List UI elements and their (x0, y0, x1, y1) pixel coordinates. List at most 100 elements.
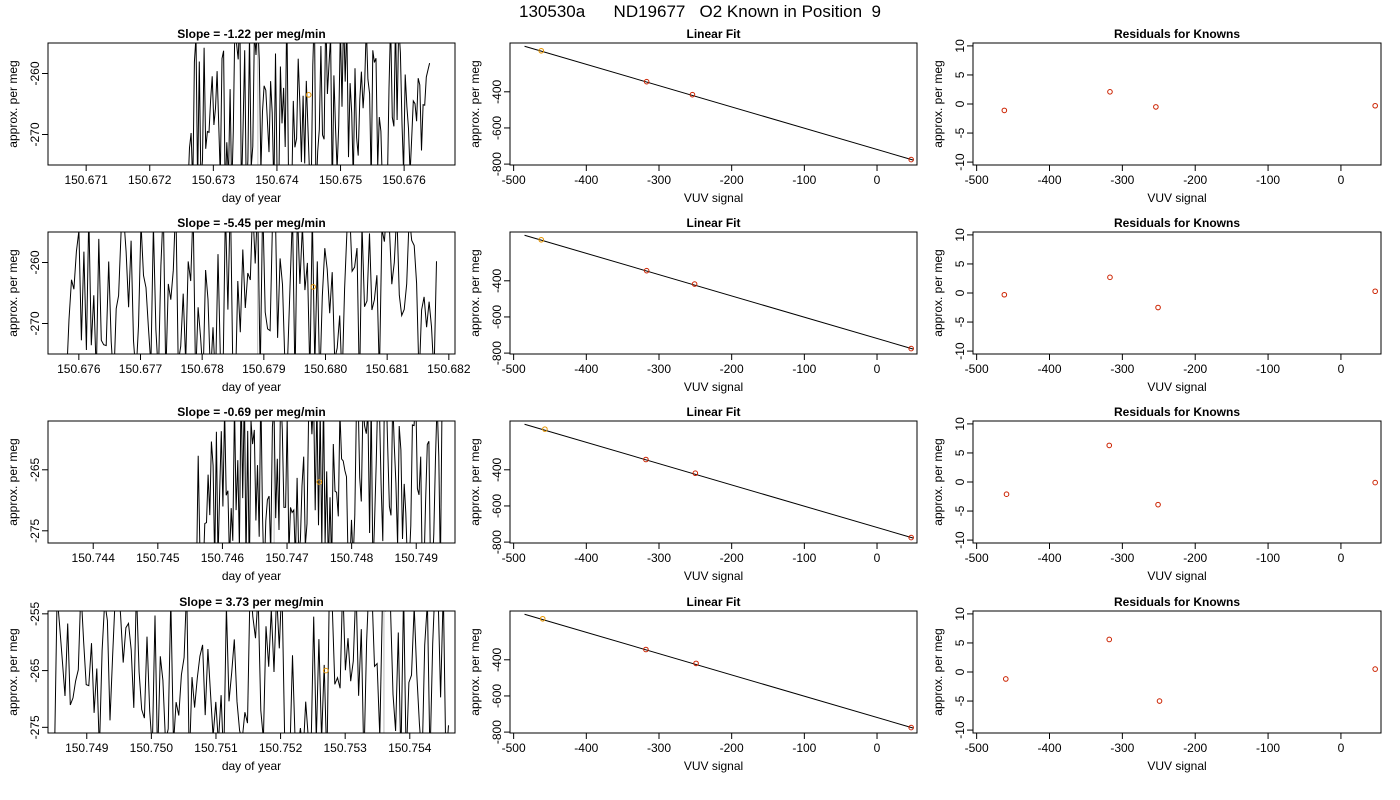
x-tick-label: -200 (720, 362, 744, 376)
y-tick-label: -270 (28, 311, 42, 335)
x-tick-label: -300 (647, 173, 671, 187)
x-tick-label: -500 (502, 551, 526, 565)
data-point (1372, 102, 1378, 109)
x-tick-label: -200 (720, 741, 744, 755)
y-axis-label: approx. per meg (6, 60, 20, 147)
x-tick-label: 150.681 (365, 362, 409, 376)
mean-point (305, 92, 312, 98)
x-tick-label: -300 (1110, 741, 1134, 755)
y-axis-label: approx. per meg (468, 60, 482, 147)
y-tick-label: -260 (28, 250, 42, 274)
y-tick-label: -600 (490, 684, 504, 708)
x-tick-label: -500 (965, 741, 989, 755)
data-point (908, 345, 914, 352)
panel-title: Linear Fit (686, 405, 740, 419)
fit-line (524, 613, 914, 729)
fit-line (524, 423, 914, 539)
panel-title: Residuals for Knowns (1114, 405, 1240, 419)
x-tick-label: 150.752 (259, 741, 303, 755)
data-point (908, 724, 914, 731)
data-point (1156, 698, 1163, 704)
y-axis-label: approx. per meg (6, 249, 20, 336)
plot-frame (509, 42, 918, 166)
y-tick-label: -275 (28, 715, 42, 739)
data-point (689, 91, 696, 98)
y-tick-label: 5 (953, 449, 967, 456)
y-axis-label: approx. per meg (931, 60, 945, 147)
plot-frame (47, 610, 456, 734)
data-point (1107, 274, 1113, 281)
y-axis-label: approx. per meg (6, 628, 20, 715)
data-point (643, 78, 650, 85)
figure-title: 130530a ND19677 O2 Known in Position 9 (519, 2, 881, 21)
y-tick-label: -400 (490, 457, 504, 481)
y-tick-label: 10 (953, 228, 967, 242)
y-tick-label: -10 (953, 342, 967, 360)
x-tick-label: -300 (1110, 173, 1134, 187)
x-tick-label: -300 (647, 362, 671, 376)
panel-r4-c2: Linear Fit -500 -400 -300 -200 -100 0 -400 -600 -… (468, 595, 918, 773)
x-tick-label: 150.678 (180, 362, 224, 376)
x-tick-label: -300 (1110, 362, 1134, 376)
x-tick-label: -500 (965, 362, 989, 376)
x-tick-label: -400 (1037, 741, 1061, 755)
y-tick-label: 5 (953, 639, 967, 646)
y-tick-label: -600 (490, 305, 504, 329)
y-tick-label: -260 (28, 61, 42, 85)
panel-title: Linear Fit (686, 27, 740, 41)
x-tick-label: -100 (792, 551, 816, 565)
y-tick-label: 0 (953, 478, 967, 485)
x-tick-label: 0 (1338, 173, 1345, 187)
x-tick-label: 0 (874, 173, 881, 187)
y-tick-label: -10 (953, 721, 967, 739)
y-tick-label: 5 (953, 260, 967, 267)
x-tick-label: -200 (1183, 551, 1207, 565)
x-tick-label: 0 (874, 741, 881, 755)
fit-line (524, 45, 914, 161)
x-tick-label: -400 (574, 173, 598, 187)
x-tick-label: 0 (1338, 362, 1345, 376)
plot-area (1002, 636, 1378, 704)
plot-frame (509, 420, 918, 544)
data-point (692, 470, 699, 477)
x-tick-label: -100 (1256, 551, 1280, 565)
data-point (538, 47, 545, 54)
data-point (693, 660, 699, 667)
x-axis-label: VUV signal (684, 569, 743, 583)
plot-frame (972, 420, 1382, 544)
x-axis-label: day of year (222, 759, 281, 773)
x-tick-label: 150.746 (201, 551, 245, 565)
plot-area (524, 45, 914, 163)
y-tick-label: 0 (953, 100, 967, 107)
panel-title: Slope = 3.73 per meg/min (179, 595, 323, 609)
y-axis-label: approx. per meg (468, 249, 482, 336)
x-tick-label: 150.676 (382, 173, 426, 187)
x-tick-label: -400 (1037, 173, 1061, 187)
data-point (542, 426, 548, 432)
plot-area (1001, 274, 1378, 311)
panel-r4-c1: Slope = 3.73 per meg/min 150.749 150.750 15… (6, 595, 456, 773)
y-tick-label: -800 (490, 530, 504, 554)
x-axis-label: day of year (222, 191, 281, 205)
plot-frame (972, 231, 1382, 355)
data-point (1372, 479, 1378, 486)
plot-area (1001, 89, 1378, 114)
y-axis-label: approx. per meg (468, 628, 482, 715)
data-point (1003, 491, 1010, 498)
data-point (539, 615, 546, 622)
panel-r1-c3: Residuals for Knowns-500 -400 -300 -200 -100… (931, 27, 1382, 205)
x-tick-label: -100 (792, 173, 816, 187)
y-tick-label: -275 (28, 518, 42, 542)
x-axis-label: day of year (222, 380, 281, 394)
plot-frame (47, 420, 456, 544)
plot-frame (509, 231, 918, 355)
y-tick-label: -5 (953, 127, 967, 138)
x-tick-label: -100 (792, 362, 816, 376)
x-tick-label: -500 (502, 741, 526, 755)
panel-title: Slope = -0.69 per meg/min (177, 405, 325, 419)
x-tick-label: -100 (1256, 741, 1280, 755)
x-tick-label: -200 (720, 551, 744, 565)
x-tick-label: 150.748 (330, 551, 374, 565)
panel-r2-c2: Linear Fit -500 -400 -300 -200 -100 0 -400 -600 -… (468, 216, 918, 394)
